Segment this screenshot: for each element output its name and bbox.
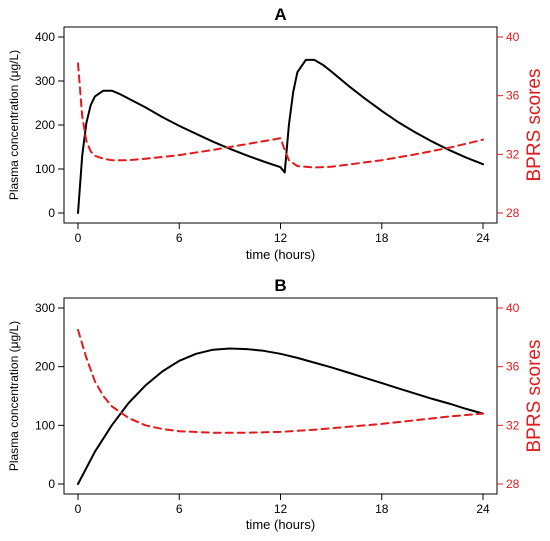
x-tick-label: 12	[274, 502, 288, 516]
right-tick-label: 36	[506, 89, 520, 103]
x-tick-label: 24	[476, 231, 490, 245]
left-tick-label: 400	[35, 30, 55, 44]
x-tick-label: 0	[75, 502, 82, 516]
left-tick-label: 100	[35, 162, 55, 176]
bprs-score-line	[77, 329, 484, 434]
plasma-concentration-line	[77, 58, 484, 214]
left-tick-label: 300	[35, 301, 55, 315]
right-tick-label: 36	[506, 360, 520, 374]
x-tick-label: 18	[375, 502, 389, 516]
y-axis-label-right: BPRS scores	[524, 69, 545, 182]
panel-title: B	[274, 276, 286, 295]
y-axis-label-left: Plasma concentration (μg/L)	[7, 50, 21, 200]
left-tick-label: 300	[35, 74, 55, 88]
right-tick-label: 32	[506, 418, 520, 432]
left-tick-label: 200	[35, 118, 55, 132]
y-axis-label-left: Plasma concentration (μg/L)	[7, 321, 21, 471]
left-tick-label: 200	[35, 360, 55, 374]
y-axis-label-right: BPRS scores	[524, 340, 545, 453]
left-tick-label: 0	[48, 477, 55, 491]
right-tick-label: 40	[506, 30, 520, 44]
right-tick-label: 28	[506, 206, 520, 220]
plasma-concentration-line	[77, 347, 484, 485]
left-tick-label: 100	[35, 418, 55, 432]
right-tick-label: 28	[506, 477, 520, 491]
right-tick-label: 40	[506, 301, 520, 315]
plot-frame	[63, 297, 498, 495]
right-tick-label: 32	[506, 147, 520, 161]
x-axis-label: time (hours)	[246, 517, 315, 532]
panel-b: B 0 100 200 300 28 32 36 40 0 6 12 18 24 time (hours) P…	[7, 276, 545, 532]
x-axis-label: time (hours)	[246, 247, 315, 262]
x-tick-label: 24	[476, 502, 490, 516]
plot-frame	[63, 26, 498, 224]
panel-title: A	[274, 5, 286, 24]
x-tick-label: 0	[75, 231, 82, 245]
x-tick-label: 6	[176, 502, 183, 516]
x-tick-label: 6	[176, 231, 183, 245]
bprs-score-line	[77, 62, 484, 169]
x-tick-label: 12	[274, 231, 288, 245]
x-tick-label: 18	[375, 231, 389, 245]
left-tick-label: 0	[48, 206, 55, 220]
